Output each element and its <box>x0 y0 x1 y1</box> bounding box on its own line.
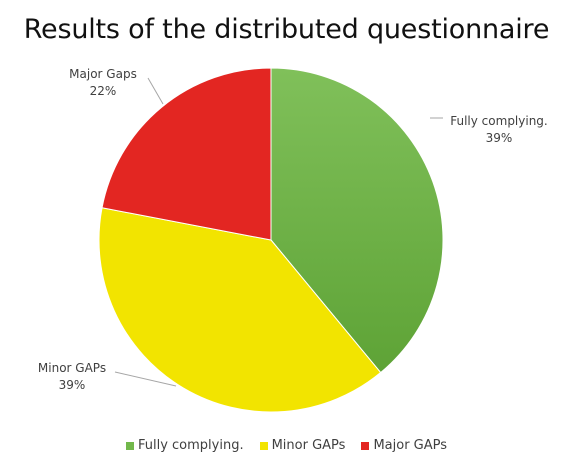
data-labels: Fully complying. 39% Minor GAPs 39% Major Ga… <box>38 67 548 392</box>
data-label-percent-major-gaps: 22% <box>90 84 117 98</box>
pie-slices <box>98 67 444 413</box>
data-label-name-minor-gaps: Minor GAPs <box>38 361 106 375</box>
chart-title: Results of the distributed questionnaire <box>23 14 550 45</box>
legend-item-minor-gaps: Minor GAPs <box>259 438 346 453</box>
legend-item-major-gaps: Major GAPs <box>361 438 447 453</box>
legend: Fully complying. Minor GAPs Major GAPs <box>0 438 573 453</box>
leader-line-minor-gaps <box>114 371 177 387</box>
legend-swatch-fully-complying <box>125 441 134 450</box>
data-label-name-fully-complying: Fully complying. <box>450 114 548 128</box>
legend-label-minor-gaps: Minor GAPs <box>271 438 346 453</box>
leader-line-major-gaps <box>147 77 164 105</box>
leader-lines <box>114 77 443 387</box>
data-label-percent-minor-gaps: 39% <box>59 378 86 392</box>
legend-label-fully-complying: Fully complying. <box>137 438 244 453</box>
data-label-percent-fully-complying: 39% <box>486 131 513 145</box>
pie-slice-major-gaps <box>101 67 272 241</box>
legend-item-fully-complying: Fully complying. <box>125 438 244 453</box>
data-label-name-major-gaps: Major Gaps <box>69 67 137 81</box>
pie-slice-minor-gaps <box>98 207 382 413</box>
pie-slice-fully-complying <box>270 67 444 374</box>
legend-swatch-major-gaps <box>361 441 370 450</box>
legend-swatch-minor-gaps <box>259 441 268 450</box>
legend-label-major-gaps: Major GAPs <box>373 438 448 453</box>
